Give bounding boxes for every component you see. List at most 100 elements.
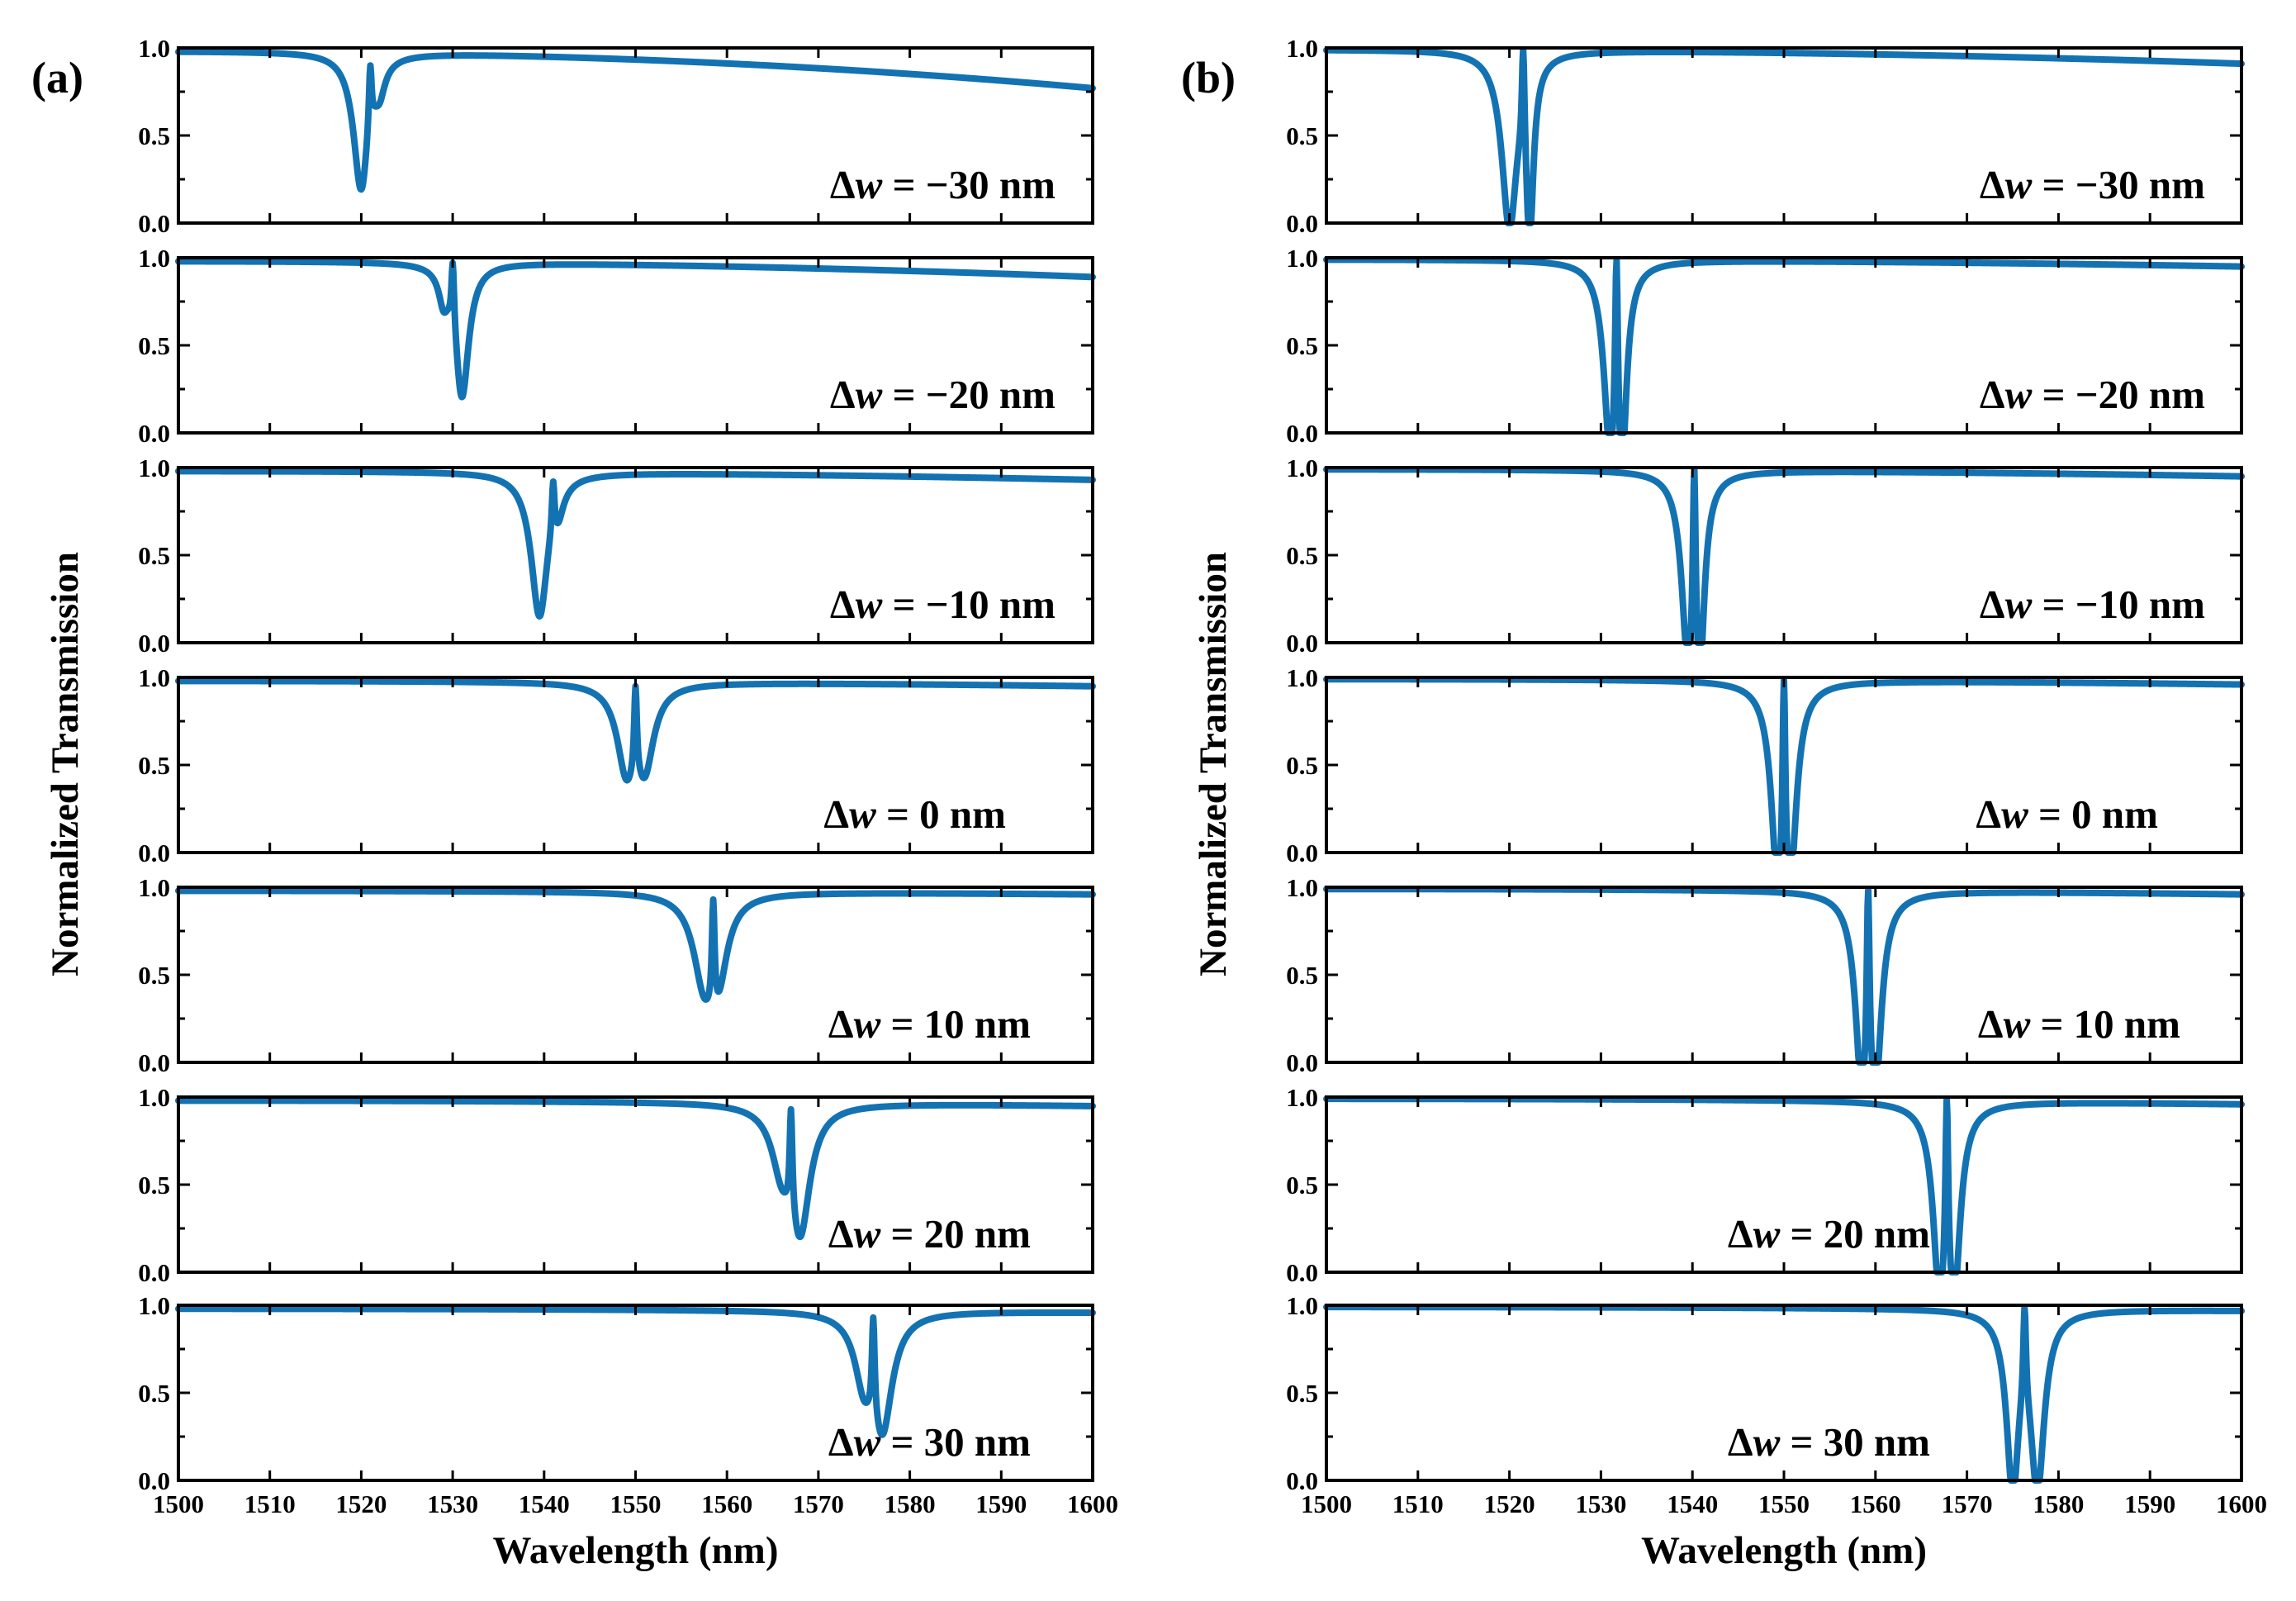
x-tick-label: 1510 [1392, 1489, 1444, 1518]
y-tick-label: 0.5 [138, 121, 170, 150]
y-tick-label: 1.0 [138, 34, 170, 63]
panel-tag: (a) [31, 53, 83, 102]
y-tick-label: 0.0 [138, 419, 170, 448]
y-tick-label: 1.0 [1286, 663, 1318, 692]
y-tick-label: 1.0 [138, 1083, 170, 1112]
panel-tag: (b) [1181, 53, 1236, 102]
y-tick-label: 1.0 [138, 873, 170, 902]
x-tick-label: 1540 [519, 1489, 570, 1518]
delta-w-label: Δw = 30 nm [828, 1419, 1031, 1465]
x-tick-label: 1570 [1942, 1489, 1993, 1518]
delta-var: w [856, 162, 883, 207]
delta-symbol: Δ [830, 162, 856, 207]
delta-var: w [2001, 791, 2028, 837]
x-tick-label: 1600 [2216, 1489, 2267, 1518]
delta-w-label: Δw = −20 nm [830, 372, 1055, 417]
x-tick-label: 1520 [335, 1489, 387, 1518]
delta-w-label: Δw = −20 nm [1980, 372, 2205, 417]
y-tick-label: 1.0 [1286, 244, 1318, 273]
y-tick-label: 0.5 [138, 751, 170, 780]
y-tick-label: 0.0 [138, 1048, 170, 1077]
y-tick-label: 0.0 [1286, 1258, 1318, 1287]
y-tick-label: 1.0 [138, 244, 170, 273]
y-tick-label: 1.0 [1286, 1291, 1318, 1320]
subplot-3: 0.0 0.5 1.0 Δw = −10 nm [1286, 454, 2245, 658]
y-axis-title: Normalized Transmission [1192, 552, 1235, 976]
subplot-7: 0.0 0.5 1.0 Δw = 30 nm [138, 1291, 1096, 1495]
delta-var: w [856, 372, 883, 417]
delta-symbol: Δ [1980, 582, 2005, 627]
subplot-5: 0.0 0.5 1.0 Δw = 10 nm [138, 873, 1096, 1077]
delta-var: w [2004, 1001, 2031, 1047]
delta-value: = 30 nm [880, 1419, 1031, 1465]
subplot-3: 0.0 0.5 1.0 Δw = −10 nm [138, 454, 1096, 658]
y-tick-label: 0.0 [1286, 419, 1318, 448]
delta-value: = −30 nm [2032, 162, 2205, 207]
delta-w-label: Δw = −30 nm [830, 162, 1055, 207]
x-tick-label: 1540 [1667, 1489, 1718, 1518]
delta-w-label: Δw = 10 nm [1978, 1001, 2180, 1047]
x-tick-label: 1510 [244, 1489, 296, 1518]
delta-w-label: Δw = 0 nm [823, 791, 1006, 837]
y-tick-label: 1.0 [138, 663, 170, 692]
subplot-2: 0.0 0.5 1.0 Δw = −20 nm [1286, 244, 2245, 448]
delta-var: w [849, 791, 876, 837]
x-tick-label: 1570 [793, 1489, 844, 1518]
x-tick-label: 1500 [1301, 1489, 1352, 1518]
delta-var: w [854, 1419, 881, 1465]
y-tick-label: 0.5 [1286, 1171, 1318, 1200]
delta-var: w [854, 1001, 881, 1047]
delta-symbol: Δ [1980, 372, 2005, 417]
x-axis-title: Wavelength (nm) [1641, 1529, 1927, 1572]
delta-var: w [2005, 582, 2033, 627]
panel-a: (a) Normalized Transmission 0.0 0.5 1.0 Δw = … [31, 34, 1118, 1572]
delta-symbol: Δ [828, 1419, 854, 1465]
y-tick-label: 0.5 [1286, 751, 1318, 780]
delta-symbol: Δ [1728, 1419, 1753, 1465]
y-tick-label: 1.0 [138, 1291, 170, 1320]
delta-var: w [854, 1211, 881, 1257]
subplot-1: 0.0 0.5 1.0 Δw = −30 nm [138, 34, 1096, 238]
y-tick-label: 0.5 [138, 331, 170, 360]
x-axis-title: Wavelength (nm) [493, 1529, 779, 1572]
delta-var: w [2005, 372, 2033, 417]
y-tick-label: 1.0 [138, 454, 170, 482]
delta-var: w [856, 582, 883, 627]
x-tick-label: 1520 [1484, 1489, 1535, 1518]
delta-symbol: Δ [1728, 1211, 1753, 1257]
subplot-1: 0.0 0.5 1.0 Δw = −30 nm [1286, 34, 2245, 238]
y-tick-label: 0.5 [1286, 121, 1318, 150]
delta-symbol: Δ [828, 1211, 854, 1257]
x-tick-label: 1600 [1067, 1489, 1118, 1518]
y-axis-title: Normalized Transmission [44, 552, 87, 976]
panel-b: (b) Normalized Transmission 0.0 0.5 1.0 Δw = … [1181, 34, 2267, 1572]
delta-value: = 10 nm [2030, 1001, 2180, 1047]
delta-w-label: Δw = 30 nm [1728, 1419, 1930, 1465]
y-tick-label: 0.5 [1286, 331, 1318, 360]
delta-w-label: Δw = 10 nm [828, 1001, 1031, 1047]
y-tick-label: 0.5 [138, 541, 170, 570]
delta-w-label: Δw = 20 nm [1728, 1211, 1930, 1257]
delta-value: = −30 nm [882, 162, 1055, 207]
subplot-7: 0.0 0.5 1.0 Δw = 30 nm [1286, 1291, 2245, 1495]
delta-w-label: Δw = −10 nm [830, 582, 1055, 627]
y-tick-label: 0.5 [138, 1379, 170, 1408]
delta-symbol: Δ [823, 791, 849, 837]
y-tick-label: 1.0 [1286, 34, 1318, 63]
delta-symbol: Δ [1978, 1001, 2004, 1047]
delta-var: w [1753, 1211, 1781, 1257]
delta-value: = 0 nm [2028, 791, 2158, 837]
delta-w-label: Δw = 20 nm [828, 1211, 1031, 1257]
y-tick-label: 0.0 [138, 1466, 170, 1495]
x-tick-label: 1550 [1758, 1489, 1810, 1518]
subplot-4: 0.0 0.5 1.0 Δw = 0 nm [1286, 663, 2245, 867]
delta-value: = 10 nm [880, 1001, 1031, 1047]
y-tick-label: 0.0 [1286, 1048, 1318, 1077]
y-tick-label: 0.0 [138, 1258, 170, 1287]
delta-var: w [1753, 1419, 1781, 1465]
subplot-6: 0.0 0.5 1.0 Δw = 20 nm [138, 1083, 1096, 1287]
y-tick-label: 0.0 [1286, 839, 1318, 867]
subplot-6: 0.0 0.5 1.0 Δw = 20 nm [1286, 1083, 2245, 1287]
